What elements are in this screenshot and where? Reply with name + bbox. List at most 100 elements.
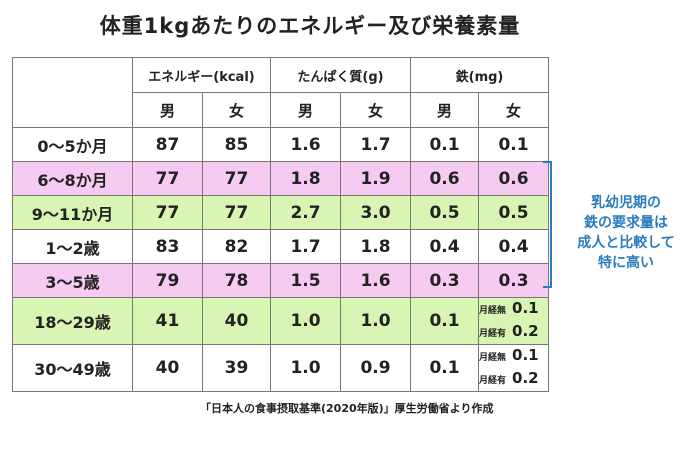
menses-value: 0.1 <box>512 299 539 317</box>
cell-value: 0.1 <box>429 311 460 331</box>
menses-value: 0.2 <box>512 369 539 387</box>
cell-value: 1.6 <box>290 134 321 155</box>
iron-female-split: 月経無 0.1 月経有 0.2 <box>478 344 550 392</box>
header-iron: 鉄(mg) <box>410 57 550 93</box>
note-line: 特に高い <box>598 255 654 271</box>
protein-female: 3.0 <box>339 195 412 230</box>
iron-female: 0.3 <box>478 263 550 298</box>
age-group: 3～5歳 <box>12 263 133 298</box>
iron-male: 0.1 <box>410 297 480 345</box>
cell-value: 77 <box>224 202 249 223</box>
cell-value: 1.0 <box>290 311 321 331</box>
header-sex-male: 男 <box>132 92 203 128</box>
cell-value: 0.4 <box>429 236 460 257</box>
protein-male: 1.0 <box>270 344 341 392</box>
header-protein: たんぱく質(g) <box>269 57 412 93</box>
cell-value: 1.5 <box>290 270 321 291</box>
iron-male: 0.6 <box>410 161 480 196</box>
header-sex-male: 男 <box>270 92 341 128</box>
energy-female: 85 <box>202 127 271 162</box>
header-corner-lower <box>12 92 133 128</box>
header-energy: エネルギー(kcal) <box>132 57 271 93</box>
energy-female: 77 <box>202 161 271 196</box>
protein-female: 1.0 <box>339 297 412 345</box>
energy-female: 78 <box>202 263 271 298</box>
cell-value: 77 <box>155 202 180 223</box>
cell-value: 40 <box>224 311 249 331</box>
iron-female-split: 月経無 0.1 月経有 0.2 <box>478 297 550 345</box>
age-group: 9～11か月 <box>12 195 133 230</box>
cell-value: 0.1 <box>429 134 460 155</box>
table-row: 0～5か月 87 85 1.6 1.7 0.1 0.1 <box>12 127 550 162</box>
cell-value: 77 <box>155 168 180 189</box>
cell-value: 0.9 <box>360 358 391 378</box>
energy-female: 77 <box>202 195 271 230</box>
protein-male: 1.8 <box>270 161 341 196</box>
cell-value: 1.0 <box>360 311 391 331</box>
iron-male: 0.1 <box>410 127 480 162</box>
header-sex-female: 女 <box>478 92 550 128</box>
protein-male: 1.7 <box>270 229 341 264</box>
cell-value: 2.7 <box>290 202 321 223</box>
protein-female: 0.9 <box>339 344 412 392</box>
energy-female: 39 <box>202 344 271 392</box>
protein-male: 1.5 <box>270 263 341 298</box>
energy-male: 77 <box>132 161 203 196</box>
iron-female: 0.4 <box>478 229 550 264</box>
table-row: 3～5歳 79 78 1.5 1.6 0.3 0.3 <box>12 263 550 298</box>
cell-value: 83 <box>155 236 180 257</box>
iron-male: 0.5 <box>410 195 480 230</box>
menses-label: 月経無 <box>479 353 507 363</box>
age-group: 0～5か月 <box>12 127 133 162</box>
cell-value: 82 <box>224 236 249 257</box>
age-group: 6～8か月 <box>12 161 133 196</box>
iron-female: 0.5 <box>478 195 550 230</box>
table-row: 30～49歳 40 39 1.0 0.9 0.1 月経無 0.1 月経有 0.2 <box>12 344 550 392</box>
header-row-categories: エネルギー(kcal) たんぱく質(g) 鉄(mg) <box>12 57 550 93</box>
cell-value: 1.6 <box>360 270 391 291</box>
protein-female: 1.7 <box>339 127 412 162</box>
cell-value: 0.5 <box>498 202 529 223</box>
energy-female: 40 <box>202 297 271 345</box>
menses-value: 0.1 <box>512 346 539 364</box>
cell-value: 1.8 <box>290 168 321 189</box>
iron-with-menses: 月経有 0.2 <box>479 368 548 391</box>
iron-no-menses: 月経無 0.1 <box>479 345 548 368</box>
menses-label: 月経有 <box>479 376 507 386</box>
cell-value: 87 <box>155 134 180 155</box>
header-sex-female: 女 <box>339 92 412 128</box>
cell-value: 77 <box>224 168 249 189</box>
energy-male: 40 <box>132 344 203 392</box>
nutrition-table: エネルギー(kcal) たんぱく質(g) 鉄(mg) 男 女 男 女 男 女 0… <box>12 57 550 392</box>
cell-value: 0.3 <box>498 270 529 291</box>
age-group: 18～29歳 <box>12 297 133 345</box>
header-sex-male: 男 <box>410 92 480 128</box>
source-caption: 「日本人の食事摂取基準(2020年版)」厚生労働省より作成 <box>200 402 494 415</box>
iron-note: 乳幼児期の 鉄の要求量は 成人と比較して 特に高い <box>558 193 694 273</box>
cell-value: 85 <box>224 134 249 155</box>
protein-female: 1.9 <box>339 161 412 196</box>
protein-female: 1.6 <box>339 263 412 298</box>
energy-male: 83 <box>132 229 203 264</box>
table-row: 9～11か月 77 77 2.7 3.0 0.5 0.5 <box>12 195 550 230</box>
menses-label: 月経有 <box>479 329 507 339</box>
protein-male: 1.6 <box>270 127 341 162</box>
cell-value: 39 <box>224 358 249 378</box>
table-row: 6～8か月 77 77 1.8 1.9 0.6 0.6 <box>12 161 550 196</box>
cell-value: 40 <box>155 358 180 378</box>
cell-value: 0.1 <box>498 134 529 155</box>
page-title: 体重1kgあたりのエネルギー及び栄養素量 <box>99 14 521 38</box>
protein-female: 1.8 <box>339 229 412 264</box>
header-row-sexes: 男 女 男 女 男 女 <box>12 92 550 128</box>
cell-value: 1.8 <box>360 236 391 257</box>
menses-label: 月経無 <box>479 306 507 316</box>
energy-male: 87 <box>132 127 203 162</box>
cell-value: 0.1 <box>429 358 460 378</box>
iron-male: 0.3 <box>410 263 480 298</box>
cell-value: 79 <box>155 270 180 291</box>
iron-female: 0.6 <box>478 161 550 196</box>
cell-value: 1.7 <box>290 236 321 257</box>
energy-male: 41 <box>132 297 203 345</box>
cell-value: 3.0 <box>360 202 391 223</box>
note-bracket <box>543 161 552 288</box>
